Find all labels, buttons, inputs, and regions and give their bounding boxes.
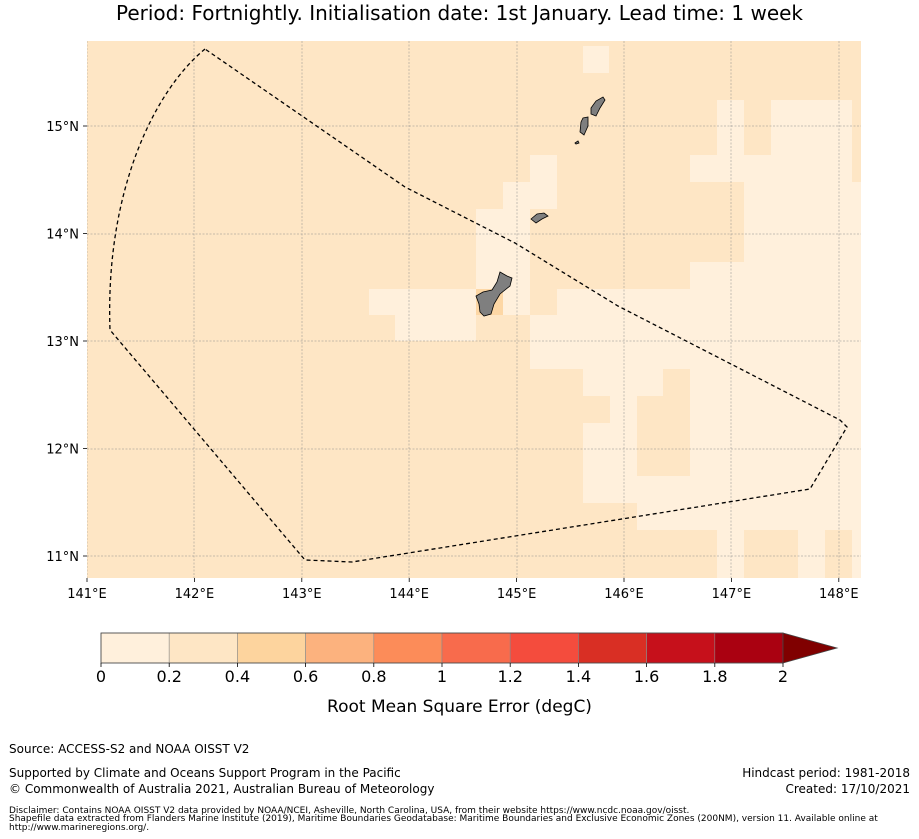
x-tick-label: 144°E (389, 587, 429, 602)
colorbar-tick-label: 1.4 (566, 667, 591, 686)
x-tick-label: 143°E (282, 587, 322, 602)
colorbar-tick-label: 1.2 (497, 667, 522, 686)
y-axis-ticks: 15°N 14°N 13°N 12°N 11°N (46, 120, 87, 565)
colorbar-tick-label: 1 (437, 667, 447, 686)
disclaimer-line-3: http://www.marineregions.org/. (9, 823, 150, 833)
colorbar-tick-label: 2 (778, 667, 788, 686)
colorbar-bin (509, 632, 579, 664)
colorbar-bin (441, 632, 511, 664)
x-tick-label: 146°E (604, 587, 644, 602)
saipan-island (590, 96, 606, 117)
colorbar-bin (100, 632, 170, 664)
aguijan-island (574, 140, 580, 145)
colorbar-extend-arrow (782, 632, 839, 664)
guam-island (475, 271, 513, 317)
colorbar-bin (714, 632, 784, 664)
colorbar-bin (646, 632, 716, 664)
tinian-island (579, 116, 589, 136)
disclaimer-line-1: Disclaimer: Contains NOAA OISST V2 data … (9, 806, 690, 816)
colorbar: 0 0.2 0.4 0.6 0.8 1 1.2 1.4 1.6 1.8 2 (96, 632, 839, 686)
colorbar-tick-label: 0 (96, 667, 106, 686)
rmse-base-cells (610, 396, 690, 530)
y-tick-label: 14°N (46, 228, 79, 243)
colorbar-tick-label: 0.8 (361, 667, 386, 686)
colorbar-tick-label: 0.4 (225, 667, 250, 686)
y-tick-label: 15°N (46, 120, 79, 135)
source-text: Source: ACCESS-S2 and NOAA OISST V2 (9, 742, 250, 756)
x-tick-label: 142°E (175, 587, 215, 602)
map-title: Period: Fortnightly. Initialisation date… (115, 1, 804, 25)
hindcast-period: Hindcast period: 1981-2018 (742, 766, 910, 780)
x-tick-label: 141°E (67, 587, 107, 602)
support-text: Supported by Climate and Oceans Support … (9, 766, 401, 780)
islands (475, 96, 606, 317)
eez-boundary (109, 48, 848, 563)
x-axis-ticks: 141°E 142°E 143°E 144°E 145°E 146°E 147°E 148°E (67, 578, 859, 602)
rota-island (530, 212, 549, 224)
colorbar-bin (237, 632, 306, 664)
y-tick-label: 12°N (46, 443, 79, 458)
created-date: Created: 17/10/2021 (785, 782, 910, 796)
rmse-light-cells (369, 46, 861, 578)
x-tick-label: 147°E (712, 587, 752, 602)
colorbar-bin (578, 632, 647, 664)
colorbar-bin (168, 632, 238, 664)
x-tick-label: 148°E (819, 587, 859, 602)
colorbar-tick-label: 0.2 (156, 667, 181, 686)
colorbar-bin (305, 632, 375, 664)
colorbar-label: Root Mean Square Error (degC) (327, 697, 592, 717)
map-gridlines (87, 41, 861, 578)
colorbar-tick-label: 1.8 (702, 667, 727, 686)
copyright-text: © Commonwealth of Australia 2021, Austra… (9, 782, 435, 796)
colorbar-bin (373, 632, 443, 664)
colorbar-tick-label: 0.6 (293, 667, 318, 686)
disclaimer-line-2: Shapefile data extracted from Flanders M… (9, 814, 878, 824)
map-figure: 141°E 142°E 143°E 144°E 145°E 146°E 147°E 148°E… (46, 41, 861, 686)
y-tick-label: 13°N (46, 335, 79, 350)
x-tick-label: 145°E (497, 587, 537, 602)
y-tick-label: 11°N (46, 550, 79, 565)
colorbar-tick-label: 1.6 (634, 667, 659, 686)
